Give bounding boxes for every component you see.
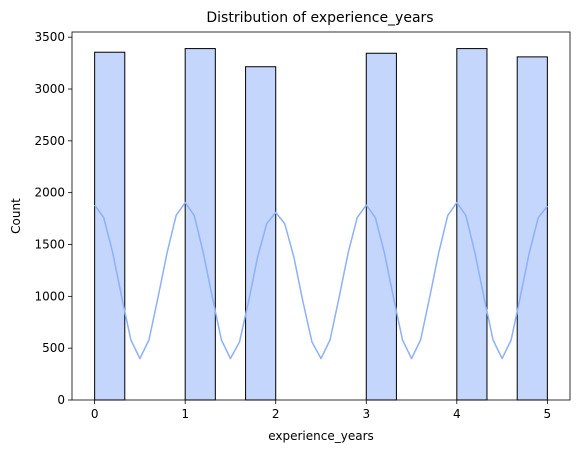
x-tick-label: 4	[453, 407, 461, 421]
y-tick-label: 3500	[34, 30, 65, 44]
chart-title: Distribution of experience_years	[206, 10, 433, 26]
x-tick-label: 2	[272, 407, 280, 421]
histogram-bar-2	[245, 66, 277, 401]
histogram-bar-3	[365, 52, 397, 401]
x-axis-label: experience_years	[268, 429, 374, 443]
y-tick-label: 0	[57, 393, 65, 407]
histogram-bar-1	[184, 48, 216, 401]
histogram-bar-5	[516, 56, 548, 401]
plot-area	[94, 48, 548, 401]
y-tick-label: 1500	[34, 238, 65, 252]
x-tick-label: 1	[181, 407, 189, 421]
kde-line	[94, 201, 548, 360]
y-tick-label: 2500	[34, 134, 65, 148]
y-tick-label: 3000	[34, 82, 65, 96]
histogram-bar-4	[456, 48, 488, 401]
y-tick-label: 500	[42, 341, 65, 355]
x-tick-label: 3	[362, 407, 370, 421]
y-axis-label: Count	[9, 198, 23, 234]
y-tick-label: 2000	[34, 186, 65, 200]
x-tick-label: 5	[544, 407, 552, 421]
plot-frame	[71, 31, 571, 401]
x-tick-label: 0	[91, 407, 99, 421]
y-axis: 0 500 1000 1500 2000 2500 3000 3500	[34, 30, 72, 407]
y-tick-label: 1000	[34, 289, 65, 303]
x-axis: 0 1 2 3 4 5	[91, 400, 551, 421]
histogram-bar-0	[94, 51, 126, 401]
